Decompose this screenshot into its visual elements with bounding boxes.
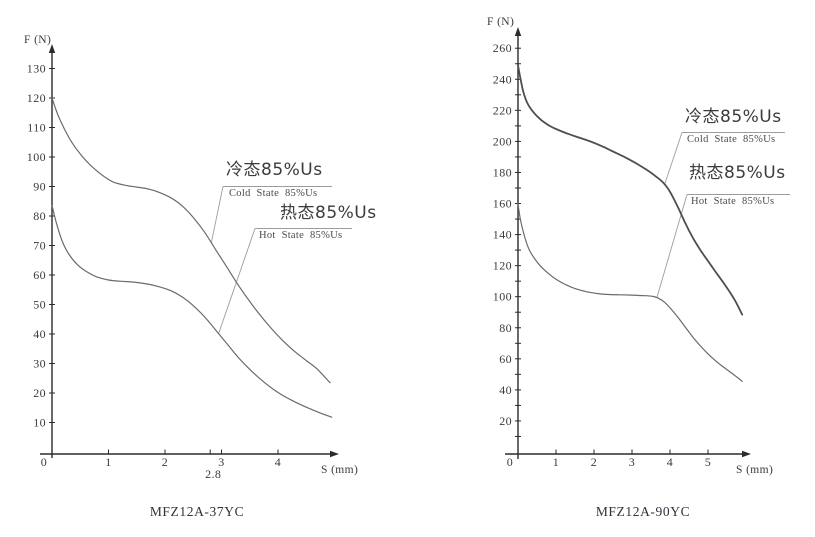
x-tick-label: 2 xyxy=(162,455,168,469)
left-legend-cold-label-zh: 冷态85%Us xyxy=(226,160,323,180)
y-tick-label: 80 xyxy=(33,209,46,223)
origin-label: 0 xyxy=(41,455,47,469)
right-legend-hot-label-en: Hot State 85%Us xyxy=(691,196,775,207)
y-tick-label: 60 xyxy=(499,352,512,366)
x-tick-label: 2 xyxy=(591,455,597,469)
leader-line-hot xyxy=(656,194,688,298)
x-tick-label: 1 xyxy=(553,455,559,469)
y-tick-label: 200 xyxy=(493,134,512,148)
y-tick-label: 180 xyxy=(493,165,512,179)
x-axis-unit-label: S (mm) xyxy=(736,464,773,476)
left-legend-hot-label-en: Hot State 85%Us xyxy=(259,230,343,241)
x-extra-tick-label: 2.8 xyxy=(205,467,221,481)
curve-cold-state xyxy=(51,97,331,384)
x-tick-label: 4 xyxy=(275,455,281,469)
curve-hot-state xyxy=(51,205,333,418)
x-tick-label: 4 xyxy=(667,455,673,469)
leader-line-cold xyxy=(210,186,224,243)
y-tick-label: 50 xyxy=(33,298,46,312)
x-tick-label: 5 xyxy=(705,455,711,469)
left-legend-hot-label-zh: 热态85%Us xyxy=(280,203,377,223)
leader-line-hot xyxy=(218,228,256,334)
y-axis-unit-label: F (N) xyxy=(487,16,514,28)
y-tick-label: 240 xyxy=(493,72,512,86)
y-tick-label: 100 xyxy=(493,290,512,304)
y-axis-arrowhead xyxy=(514,27,522,36)
x-axis-arrowhead xyxy=(742,450,751,458)
x-axis-unit-label: S (mm) xyxy=(321,464,358,476)
x-axis-arrowhead xyxy=(330,450,339,458)
y-tick-label: 260 xyxy=(493,41,512,55)
y-tick-label: 60 xyxy=(33,268,46,282)
y-tick-label: 90 xyxy=(33,180,46,194)
y-tick-label: 120 xyxy=(27,91,46,105)
right-chart-title: MFZ12A-90YC xyxy=(595,504,691,519)
curve-hot-state xyxy=(517,202,743,382)
origin-label: 0 xyxy=(507,455,513,469)
y-tick-label: 70 xyxy=(33,239,46,253)
left-chart-title: MFZ12A-37YC xyxy=(149,504,245,519)
y-tick-label: 40 xyxy=(499,383,512,397)
y-tick-label: 30 xyxy=(33,357,46,371)
left-legend-cold-label-en: Cold State 85%Us xyxy=(229,188,318,199)
y-tick-label: 130 xyxy=(27,62,46,76)
x-tick-label: 3 xyxy=(629,455,635,469)
x-tick-label: 3 xyxy=(218,455,224,469)
y-axis-arrowhead xyxy=(48,44,56,53)
y-tick-label: 140 xyxy=(493,228,512,242)
y-tick-label: 160 xyxy=(493,197,512,211)
y-tick-label: 220 xyxy=(493,103,512,117)
y-tick-label: 120 xyxy=(493,259,512,273)
right-legend-cold-label-zh: 冷态85%Us xyxy=(685,107,782,127)
y-axis-unit-label: F (N) xyxy=(24,34,51,46)
y-tick-label: 110 xyxy=(27,121,46,135)
leader-line-cold xyxy=(663,132,683,186)
right-legend-cold-label-en: Cold State 85%Us xyxy=(687,134,776,145)
y-tick-label: 80 xyxy=(499,321,512,335)
x-tick-label: 1 xyxy=(105,455,111,469)
right-legend-hot-label-zh: 热态85%Us xyxy=(689,163,786,183)
y-tick-label: 20 xyxy=(499,414,512,428)
y-tick-label: 10 xyxy=(33,416,46,430)
curve-cold-state xyxy=(517,64,744,316)
y-tick-label: 40 xyxy=(33,327,46,341)
y-tick-label: 20 xyxy=(33,386,46,400)
y-tick-label: 100 xyxy=(27,150,46,164)
